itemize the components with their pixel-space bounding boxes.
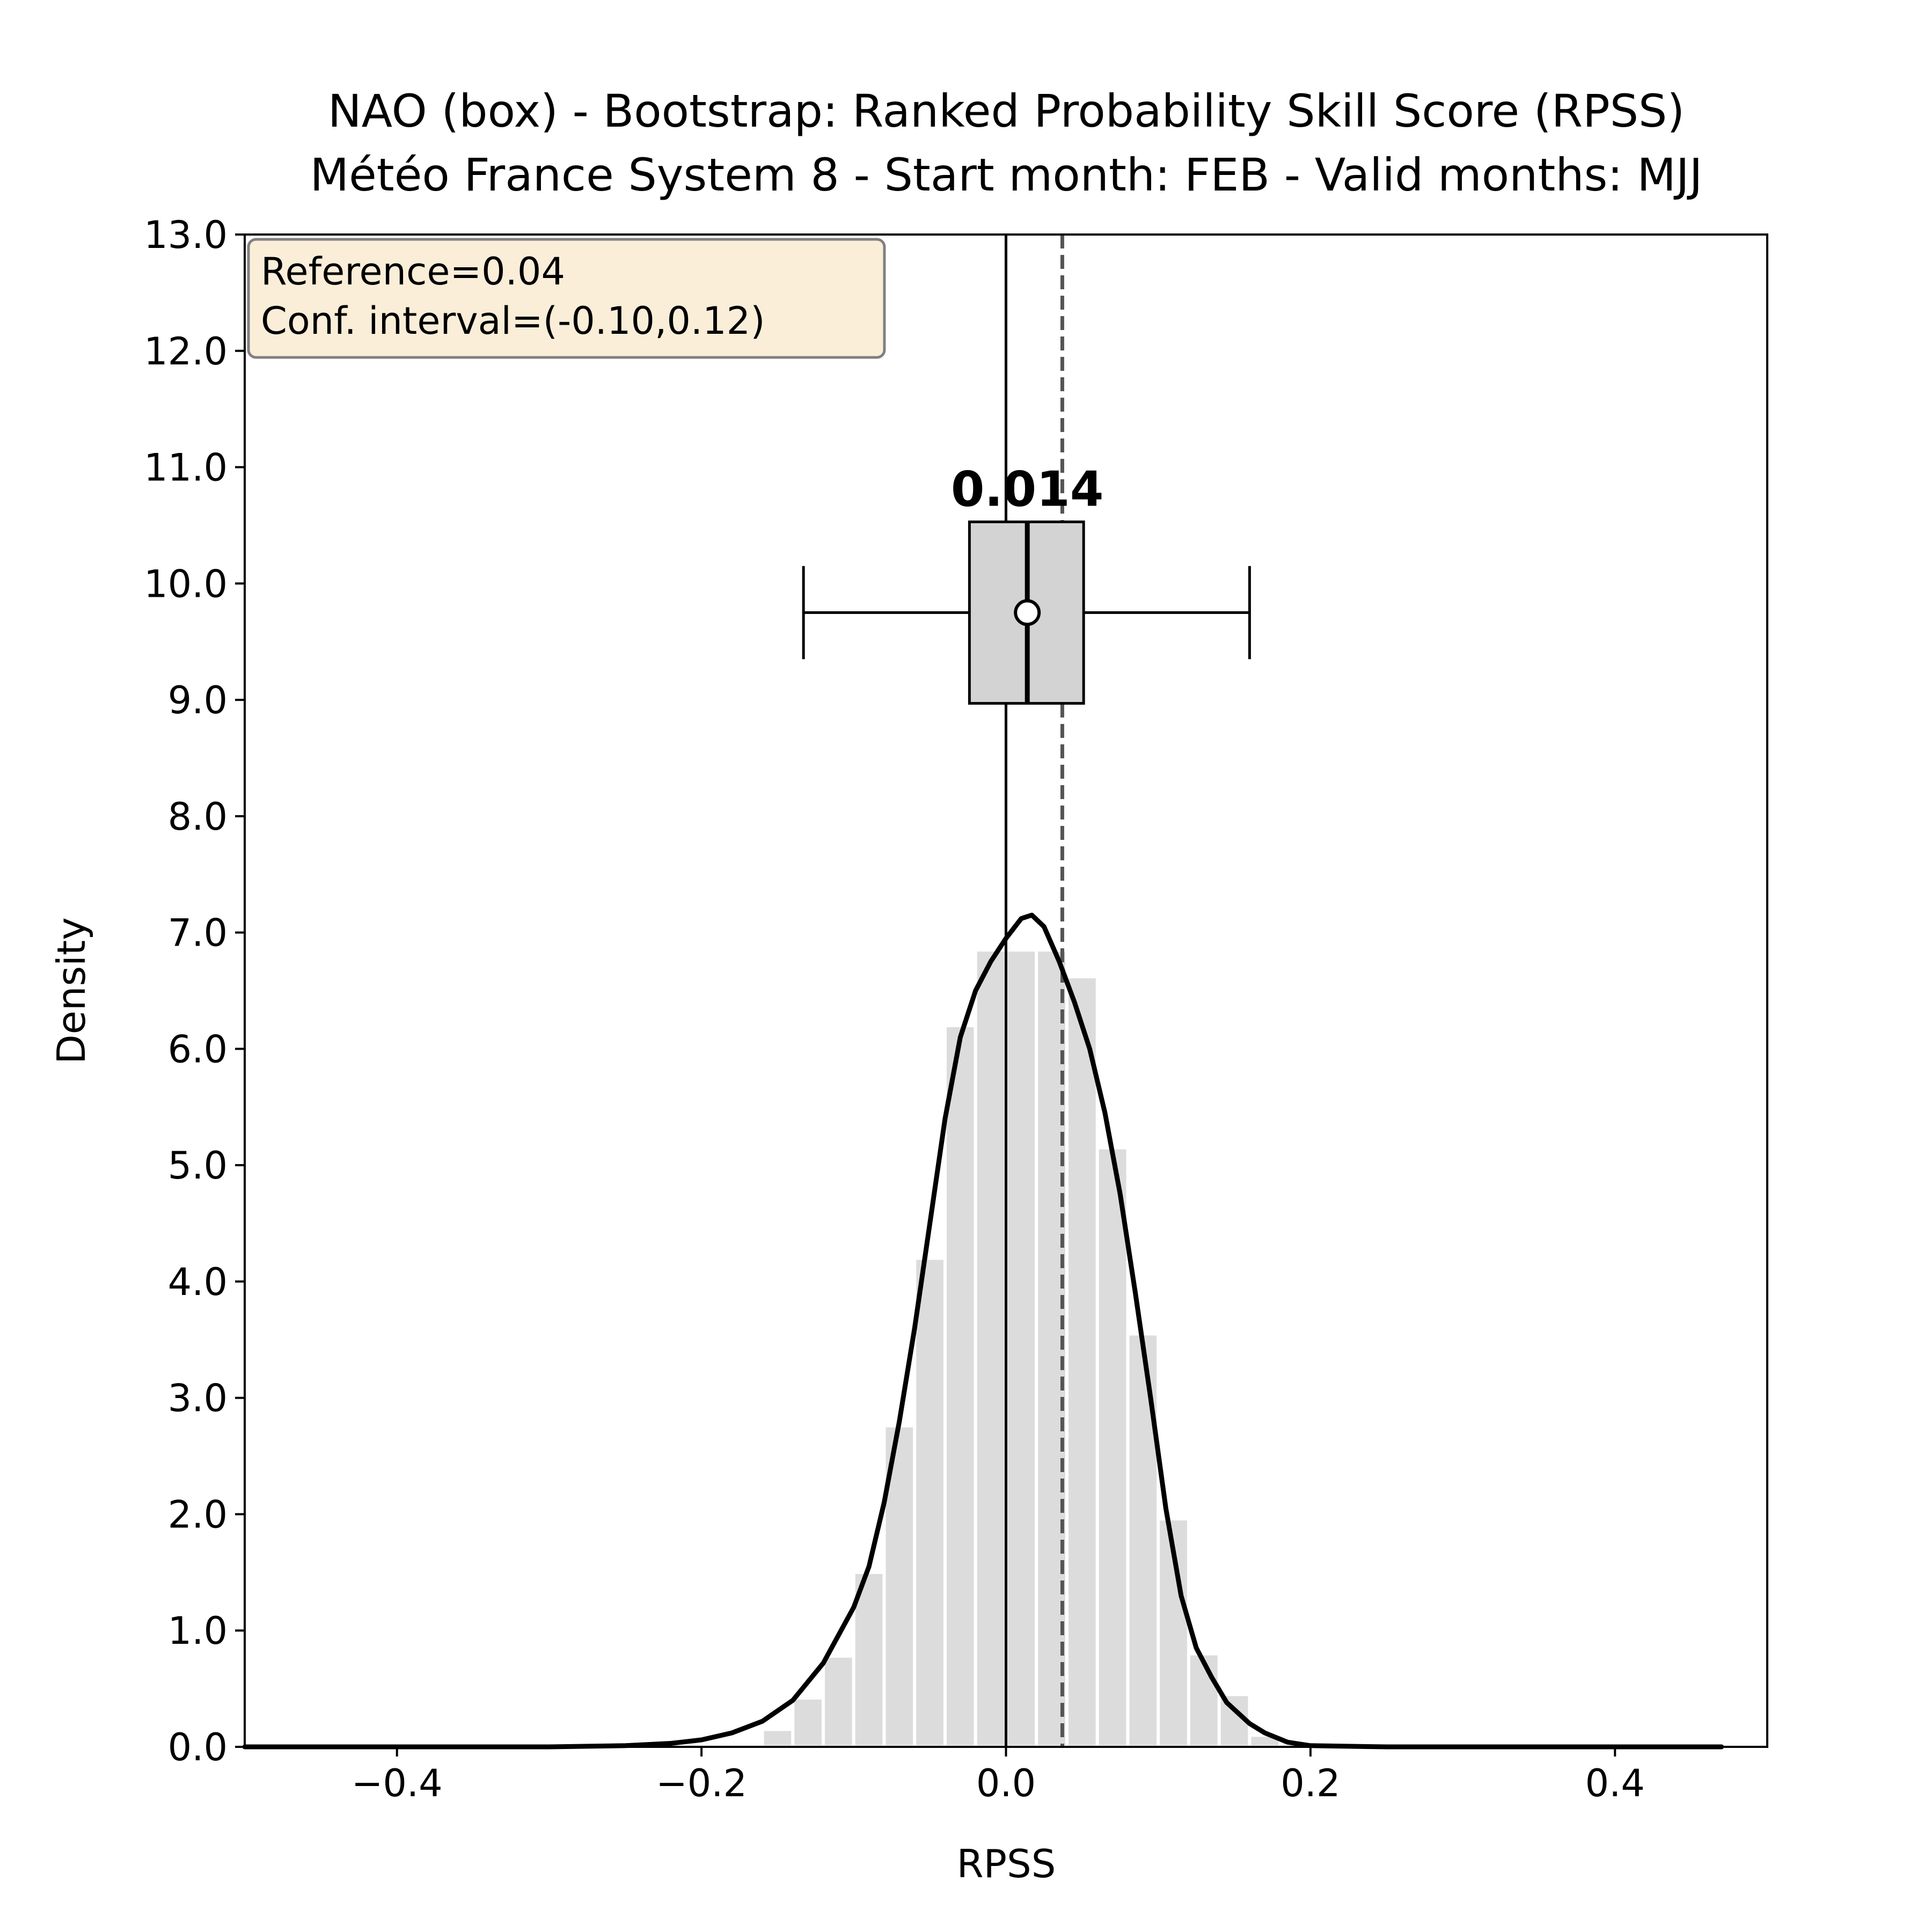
histogram-bar-8 [1004,948,1038,1748]
y-tick-label-4: 4.0 [168,1260,228,1304]
boxplot-mean-marker [1014,599,1041,626]
y-axis-label: Density [49,917,94,1064]
y-tick-label-0: 0.0 [168,1725,228,1769]
y-tick-label-11: 11.0 [144,446,228,490]
annotation-box: Reference=0.04 Conf. interval=(-0.10,0.1… [247,238,886,359]
histogram-bar-1 [791,1696,825,1749]
chart-subtitle: Météo France System 8 - Start month: FEB… [310,149,1703,201]
histogram-bar-12 [1126,1332,1160,1748]
x-tick-label-3: 0.2 [1280,1761,1340,1805]
histogram-bar-10 [1065,975,1099,1748]
y-tick-label-7: 7.0 [168,911,228,955]
histogram-bar-0 [760,1728,795,1749]
y-tick-label-8: 8.0 [168,795,228,839]
y-tick-label-3: 3.0 [168,1377,228,1421]
x-tick-label-2: 0.0 [976,1761,1036,1805]
y-tick-label-10: 10.0 [144,562,228,606]
histogram-bar-5 [913,1256,947,1749]
y-tick-label-13: 13.0 [144,213,228,257]
y-tick-label-12: 12.0 [144,330,228,374]
x-axis: −0.4 −0.2 0.0 0.2 0.4 [352,1747,1645,1805]
histogram-bar-2 [822,1654,855,1748]
y-axis: 0.0 1.0 2.0 3.0 4.0 5.0 6.0 7.0 8.0 9.0 10.0 11.0 12… [144,213,245,1769]
x-axis-label: RPSS [957,1841,1056,1886]
boxplot-median-label: 0.014 [951,461,1104,517]
y-tick-label-9: 9.0 [168,678,228,722]
y-tick-label-1: 1.0 [168,1609,228,1653]
plot-area: 0.014 [242,235,1724,1750]
annotation-line-reference: Reference=0.04 [261,250,565,294]
histogram-bar-14 [1187,1652,1221,1749]
boxplot: 0.014 [802,461,1251,705]
x-tick-label-1: −0.2 [656,1761,747,1805]
histogram-bar-7 [974,948,1008,1748]
y-tick-label-2: 2.0 [168,1492,228,1536]
histogram-bar-6 [943,1024,977,1748]
annotation-line-conf-interval: Conf. interval=(-0.10,0.12) [261,299,765,343]
chart-title: NAO (box) - Bootstrap: Ranked Probabilit… [328,85,1685,137]
y-tick-label-6: 6.0 [168,1027,228,1071]
kde-curve [242,912,1724,1750]
y-tick-label-5: 5.0 [168,1144,228,1188]
x-tick-label-0: −0.4 [352,1761,443,1805]
histogram-bar-11 [1095,1146,1130,1748]
x-tick-label-4: 0.4 [1585,1761,1645,1805]
annotation-box-background [247,238,886,359]
